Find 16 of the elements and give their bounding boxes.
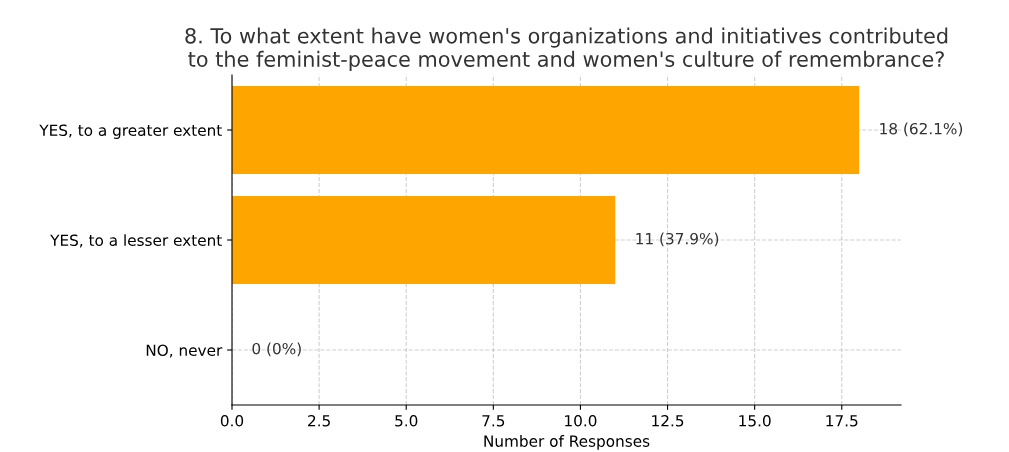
chart-title: 8. To what extent have women's organizations and initiatives contributed to the feminist-peace movement and women's culture of remembrance? <box>185 27 948 71</box>
data-label: 11 (37.9%) <box>636 232 719 247</box>
data-label: 0 (0%) <box>252 342 301 357</box>
x-axis-title: Number of Responses <box>484 435 650 450</box>
x-tick-label: 7.5 <box>482 415 505 427</box>
y-tick-label: NO, never <box>146 344 223 358</box>
x-tick-label: 5.0 <box>395 414 418 427</box>
data-label: 18 (62.1%) <box>880 122 963 137</box>
x-tick-label: 17.5 <box>826 415 858 427</box>
x-tick-label: 12.5 <box>652 414 684 427</box>
x-tick-label: 0.0 <box>220 414 244 427</box>
x-tick-label: 15.0 <box>739 414 771 427</box>
y-tick-label: YES, to a lesser extent <box>50 234 222 248</box>
y-tick-label: YES, to a greater extent <box>39 124 222 139</box>
x-tick-label: 2.5 <box>308 414 330 427</box>
x-tick-label: 10.0 <box>565 414 597 427</box>
